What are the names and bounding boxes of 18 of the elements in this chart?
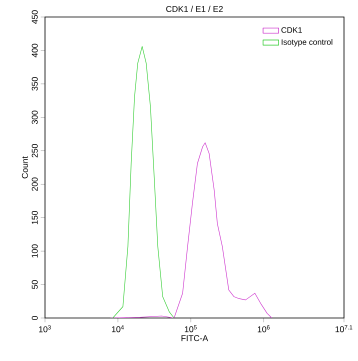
y-tick-label: 400 bbox=[32, 44, 38, 58]
chart-title: CDK1 / E1 / E2 bbox=[166, 6, 223, 12]
x-tick-label: 10$^{3}$ bbox=[39, 325, 51, 332]
x-tick-label: 10$^{7.1}$ bbox=[336, 325, 352, 332]
x-tick-label: 10$^{6}$ bbox=[258, 325, 270, 332]
y-tick-label: 150 bbox=[32, 210, 38, 224]
y-tick-label: 300 bbox=[32, 110, 38, 124]
y-axis-title: Count bbox=[22, 156, 28, 178]
x-axis-title: FITC-A bbox=[182, 335, 208, 342]
y-tick-label: 100 bbox=[32, 244, 38, 258]
y-tick-label: 200 bbox=[32, 177, 38, 191]
y-tick-label: 0 bbox=[32, 316, 38, 320]
y-tick-label: 350 bbox=[32, 77, 38, 91]
y-tick-label: 250 bbox=[32, 144, 38, 158]
x-tick-label: 10$^{4}$ bbox=[112, 325, 124, 332]
y-tick-label: 450 bbox=[32, 10, 38, 24]
x-tick-label: 10$^{5}$ bbox=[184, 325, 197, 332]
y-tick-label: 50 bbox=[32, 280, 38, 289]
